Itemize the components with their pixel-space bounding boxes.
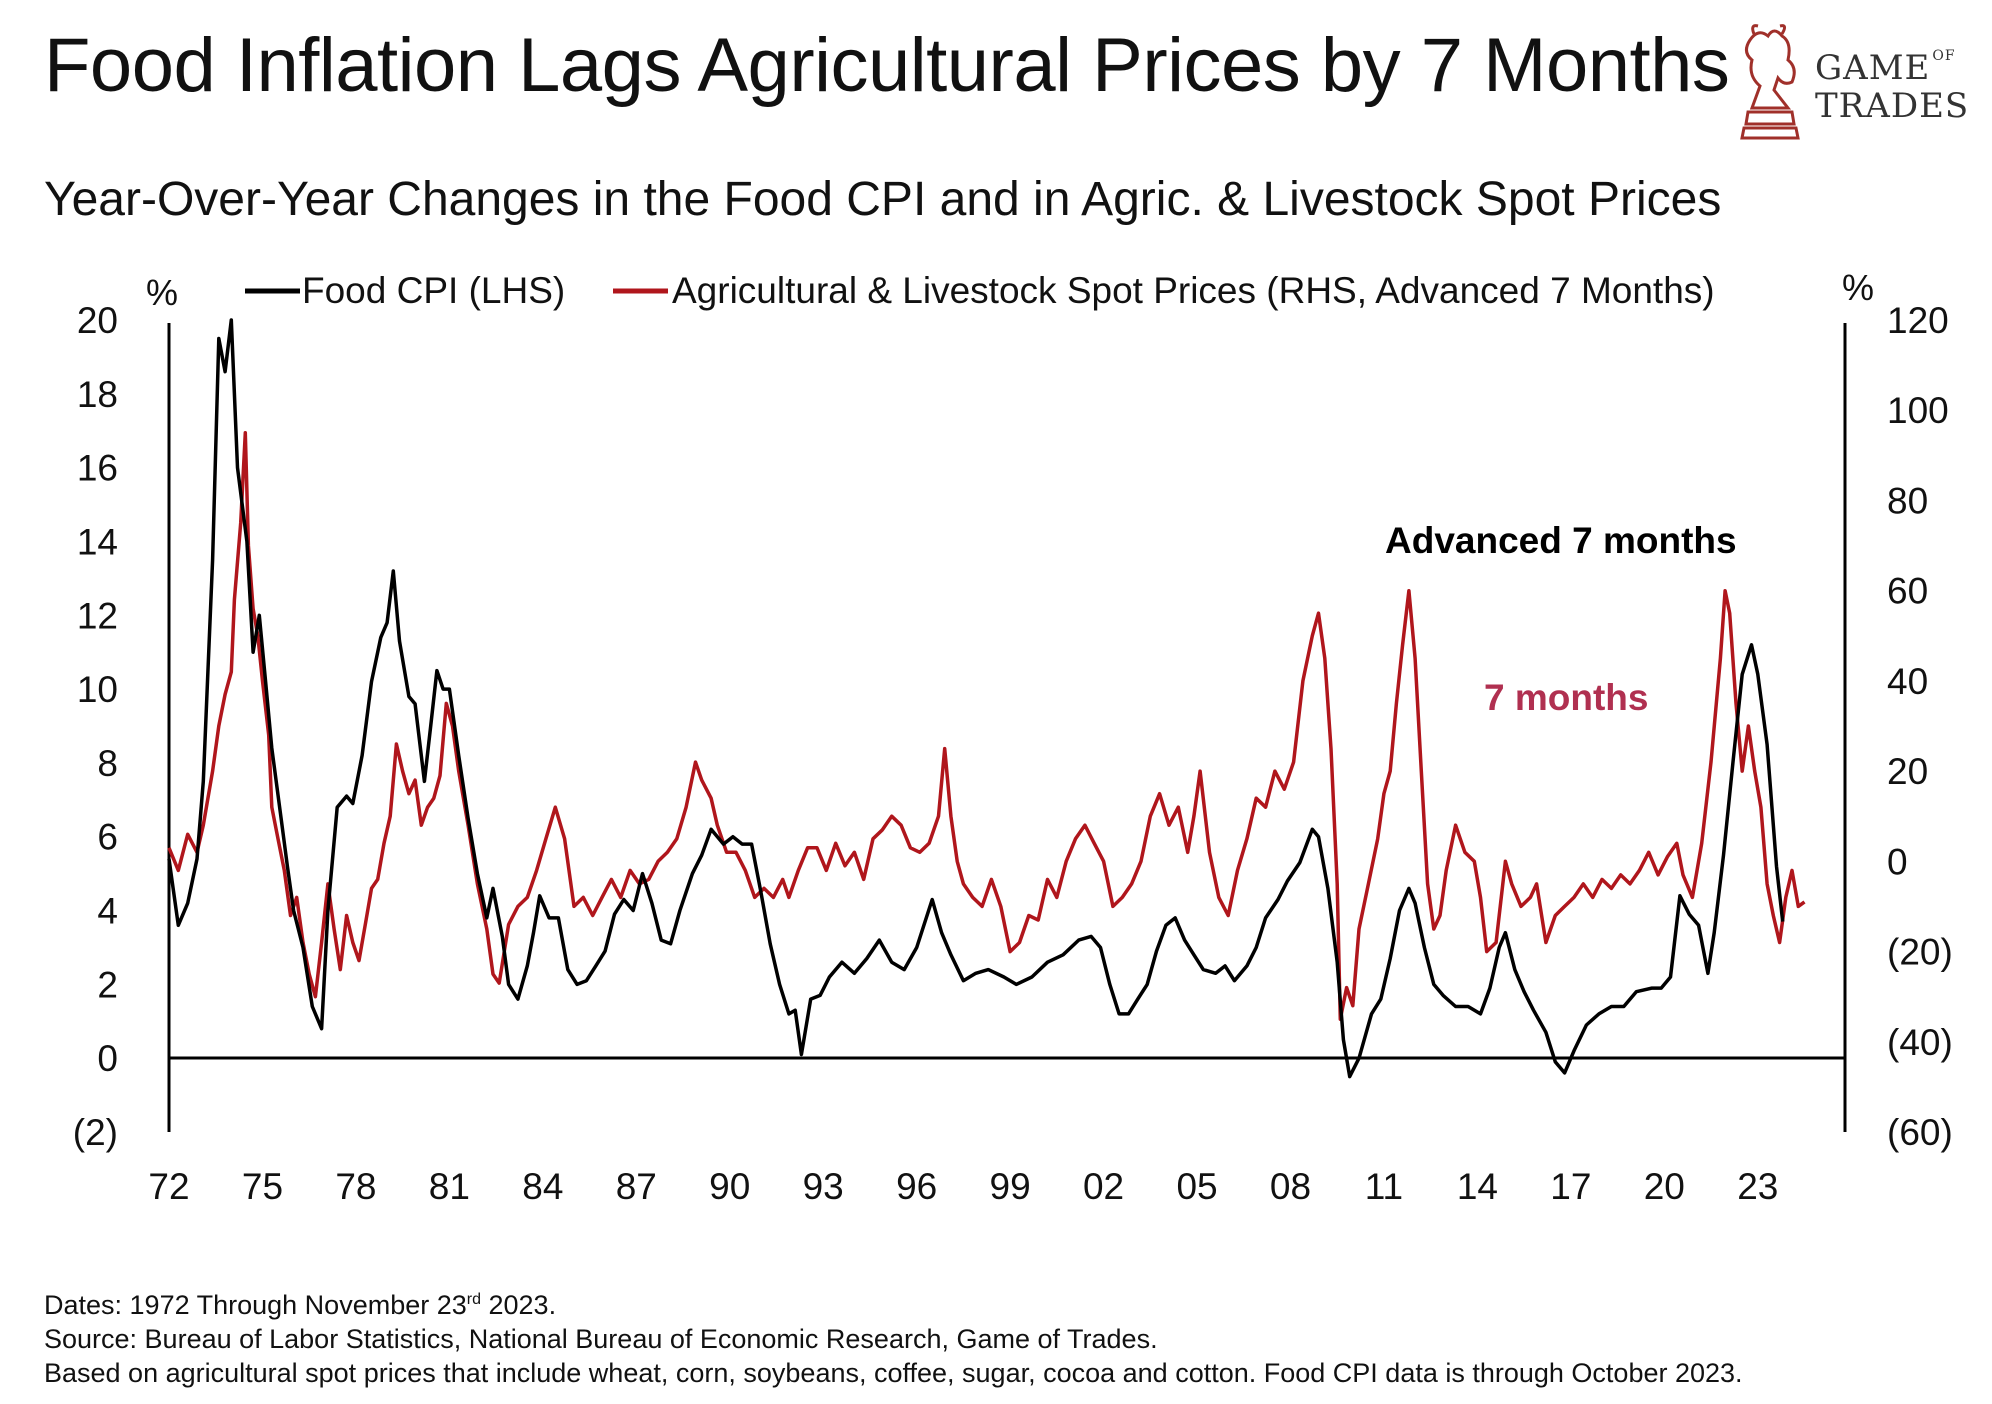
y-right-tick-label: (20) (1887, 932, 1953, 973)
note-dates-sup: rd (466, 1291, 481, 1308)
y-right-tick-label: 40 (1887, 661, 1928, 702)
y-left-tick-label: 0 (97, 1038, 118, 1079)
x-tick-label: 08 (1270, 1166, 1311, 1207)
logo-of: OF (1932, 48, 1956, 64)
logo-wordmark: GAME OF (1815, 48, 1956, 88)
chart-subtitle: Year-Over-Year Changes in the Food CPI a… (44, 173, 1722, 226)
legend: Food CPI (LHS) Agricultural & Livestock … (245, 270, 1715, 311)
y-right-tick-label: 120 (1887, 300, 1949, 341)
logo-line1: GAME (1815, 48, 1931, 88)
x-tick-label: 93 (803, 1166, 844, 1207)
y-right-tick-label: (40) (1887, 1022, 1953, 1063)
y-left-unit: % (146, 272, 178, 313)
x-tick-label: 84 (522, 1166, 563, 1207)
x-tick-label: 17 (1550, 1166, 1591, 1207)
y-right-unit: % (1842, 267, 1874, 308)
x-tick-label: 23 (1737, 1166, 1778, 1207)
x-tick-label: 75 (242, 1166, 283, 1207)
y-left-tick-label: 4 (97, 891, 118, 932)
y-right-tick-label: 60 (1887, 571, 1928, 612)
y-left-tick-label: 2 (97, 964, 118, 1005)
y-left-tick-label: 18 (77, 374, 118, 415)
logo-wordmark-line2: TRADES (1815, 86, 1970, 126)
y-right-tick-label: 0 (1887, 841, 1908, 882)
y-left-tick-label: 8 (97, 743, 118, 784)
y-right-tick-labels: 120 100 80 60 40 20 0 (20) (40) (60) (1887, 300, 1953, 1153)
y-left-tick-label: 16 (77, 448, 118, 489)
x-tick-label: 87 (616, 1166, 657, 1207)
x-tick-label: 11 (1365, 1166, 1403, 1207)
y-left-tick-label: (2) (73, 1112, 118, 1153)
note-dates-year: 2023. (481, 1290, 557, 1320)
annotation-advanced-7-months: Advanced 7 months (1385, 520, 1737, 561)
annotation-7-months: 7 months (1484, 677, 1648, 718)
y-right-tick-label: 100 (1887, 390, 1949, 431)
y-left-tick-label: 6 (97, 817, 118, 858)
legend-label-agri: Agricultural & Livestock Spot Prices (RH… (672, 270, 1715, 311)
y-right-tick-label: (60) (1887, 1112, 1953, 1153)
legend-label-food-cpi: Food CPI (LHS) (302, 270, 565, 311)
note-dates: Dates: 1972 Through November 23rd 2023. (44, 1283, 1743, 1322)
x-tick-label: 72 (148, 1166, 189, 1207)
x-tick-label: 78 (335, 1166, 376, 1207)
y-left-tick-label: 12 (77, 595, 118, 636)
knight-bull-icon (1740, 24, 1800, 140)
x-tick-label: 14 (1457, 1166, 1498, 1207)
footnotes: Dates: 1972 Through November 23rd 2023. … (44, 1283, 1743, 1390)
y-left-tick-label: 10 (77, 669, 118, 710)
note-source: Source: Bureau of Labor Statistics, Nati… (44, 1324, 1158, 1354)
y-right-tick-label: 20 (1887, 751, 1928, 792)
chart-title: Food Inflation Lags Agricultural Prices … (44, 23, 1730, 108)
x-tick-label: 99 (990, 1166, 1031, 1207)
x-tick-label: 90 (709, 1166, 750, 1207)
x-tick-labels: 72 75 78 81 84 87 90 93 96 99 02 05 08 11 14 17 20 23 (148, 1166, 1778, 1207)
note-dates-text: Dates: 1972 Through November 23 (44, 1290, 467, 1320)
x-tick-label: 20 (1644, 1166, 1685, 1207)
series-line-food-cpi (167, 318, 1785, 1079)
x-tick-label: 96 (896, 1166, 937, 1207)
series-line-agri (167, 431, 1806, 1021)
x-tick-label: 02 (1083, 1166, 1124, 1207)
y-left-tick-label: 20 (77, 300, 118, 341)
note-based-on: Based on agricultural spot prices that i… (44, 1358, 1743, 1388)
y-left-tick-label: 14 (77, 521, 118, 562)
x-tick-label: 81 (429, 1166, 470, 1207)
y-right-tick-label: 80 (1887, 480, 1928, 521)
x-tick-label: 05 (1176, 1166, 1217, 1207)
